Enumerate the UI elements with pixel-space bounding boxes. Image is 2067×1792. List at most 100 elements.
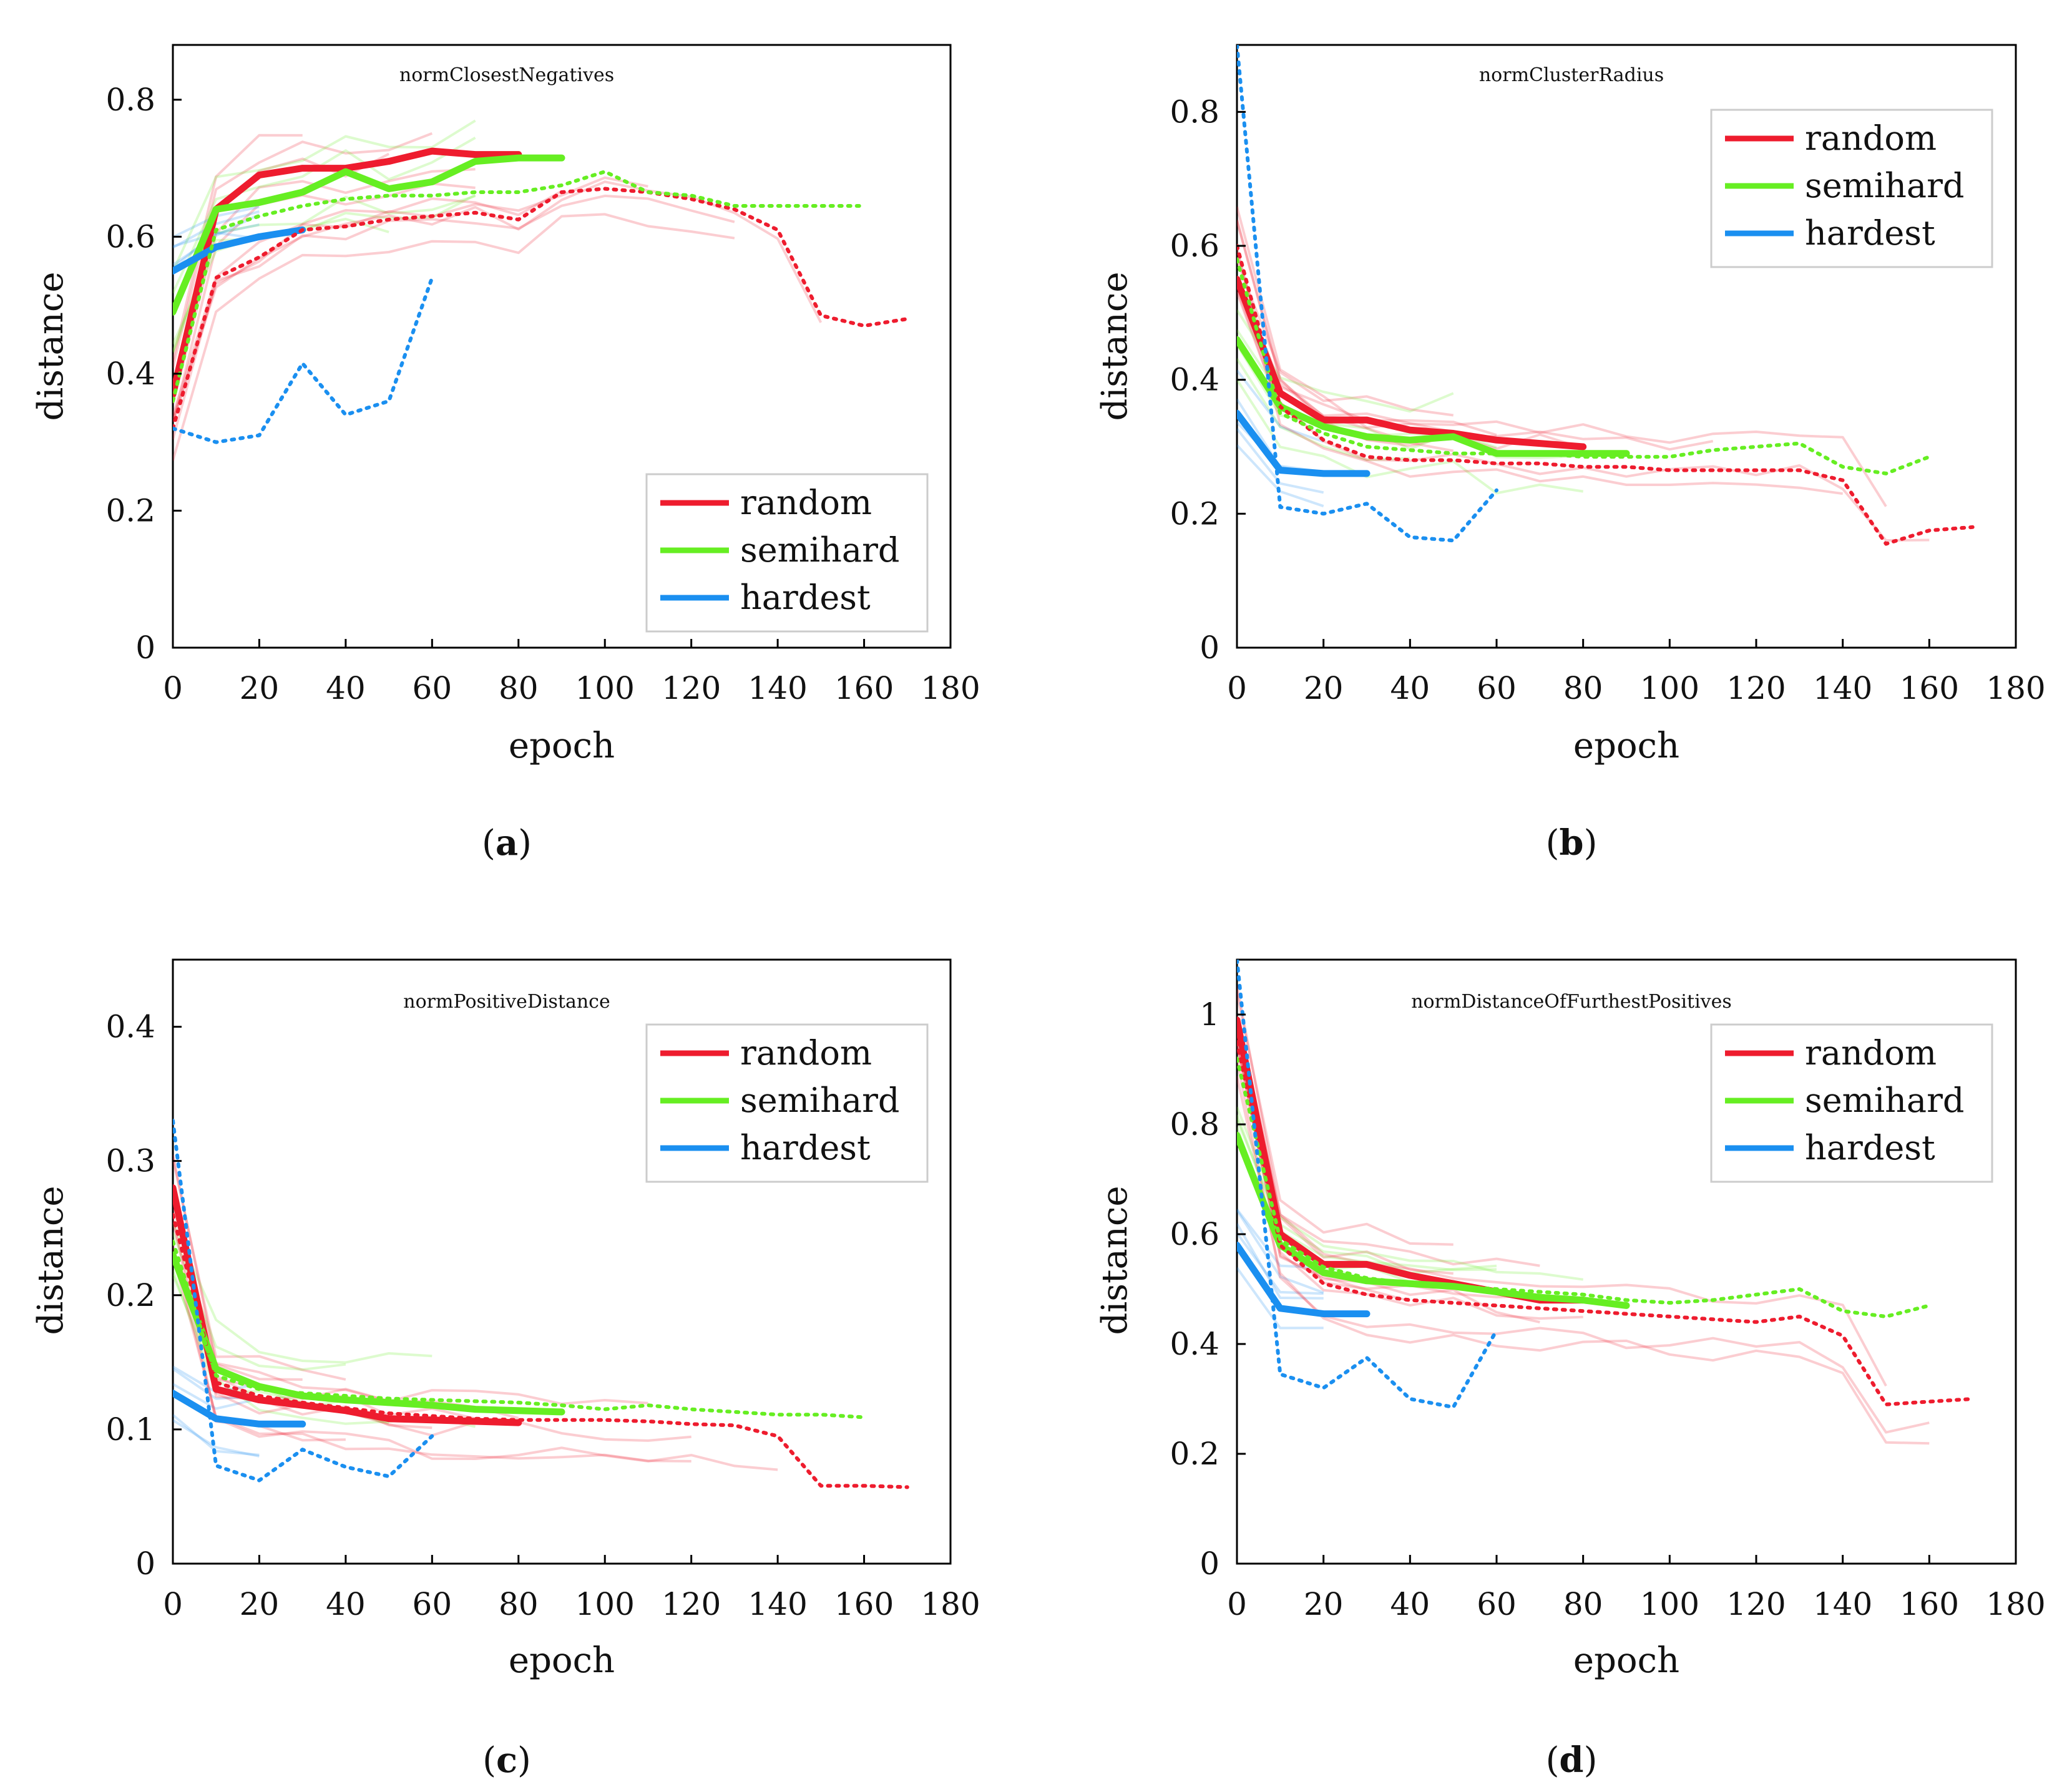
plot-frame bbox=[172, 44, 952, 649]
background-run-line bbox=[173, 180, 823, 422]
background-run-line bbox=[173, 213, 260, 266]
y-tick-label: 0.6 bbox=[1170, 228, 1219, 264]
series-line-semihard-dotted bbox=[1237, 1056, 1932, 1318]
x-tick-label: 100 bbox=[1640, 1586, 1699, 1622]
x-tick-label: 120 bbox=[662, 1586, 721, 1622]
background-run-line bbox=[1237, 1106, 1583, 1281]
chart-title: normClusterRadius bbox=[1479, 64, 1664, 86]
background-run-line bbox=[1237, 985, 1540, 1267]
series-line-semihard-solid bbox=[1237, 1132, 1630, 1309]
legend-label-random: random bbox=[1805, 119, 1937, 158]
series-line-semihard-solid bbox=[173, 1251, 565, 1416]
legend-label-random: random bbox=[740, 483, 872, 522]
chart-title: normDistanceOfFurthestPositives bbox=[1411, 991, 1732, 1013]
series-line-semihard-dotted bbox=[1237, 257, 1932, 475]
background-run-line bbox=[173, 1244, 778, 1471]
legend-label-hardest: hardest bbox=[740, 578, 871, 617]
background-run-line bbox=[1237, 1046, 1583, 1320]
panel-label-open: ( bbox=[1546, 1740, 1560, 1781]
legend-label-semihard: semihard bbox=[1805, 1081, 1965, 1120]
y-tick-label: 0.2 bbox=[1170, 495, 1219, 532]
series-line-hardest-dotted bbox=[1237, 45, 1498, 543]
background-run-line bbox=[1237, 247, 1843, 495]
x-axis-title: epoch bbox=[509, 1640, 615, 1681]
plot-frame bbox=[1236, 44, 2017, 649]
series-line-random-dotted bbox=[1237, 1040, 1975, 1406]
y-tick-label: 0.8 bbox=[1170, 1106, 1219, 1142]
axis-ticks: 0 20 40 60 80 100 120 140 160 180 0 0.2 0.4 0.6 0.8 bbox=[105, 82, 980, 706]
series-line-hardest-dotted bbox=[173, 1119, 434, 1483]
background-run-line bbox=[1237, 1036, 1540, 1323]
legend-label-random: random bbox=[1805, 1033, 1937, 1073]
background-run-line bbox=[1237, 379, 1584, 495]
series-lines bbox=[173, 147, 909, 444]
x-tick-label: 0 bbox=[163, 1586, 183, 1622]
y-tick-label: 0 bbox=[1200, 1546, 1219, 1582]
legend-label-hardest: hardest bbox=[740, 1128, 871, 1167]
y-tick-label: 0.4 bbox=[1170, 1326, 1219, 1362]
x-axis-title: epoch bbox=[1573, 1640, 1679, 1681]
x-tick-label: 40 bbox=[1390, 670, 1430, 706]
background-run-line bbox=[1237, 369, 1324, 443]
x-tick-label: 120 bbox=[662, 670, 721, 706]
x-tick-label: 120 bbox=[1726, 670, 1786, 706]
x-tick-label: 80 bbox=[1563, 1586, 1603, 1622]
y-axis-title: distance bbox=[1095, 1186, 1135, 1335]
panel-label-open: ( bbox=[1546, 823, 1560, 864]
x-tick-label: 120 bbox=[1726, 1586, 1786, 1622]
x-tick-label: 100 bbox=[575, 670, 635, 706]
legend-label-semihard: semihard bbox=[740, 530, 900, 570]
series-line-random-solid bbox=[1237, 276, 1587, 450]
y-tick-label: 0.4 bbox=[1170, 362, 1219, 398]
y-axis-title: distance bbox=[31, 272, 71, 421]
series-line-hardest-solid bbox=[173, 226, 306, 275]
series-line-hardest-dotted bbox=[1237, 960, 1498, 1410]
background-run-line bbox=[173, 1383, 260, 1410]
background-run-line bbox=[1237, 427, 1324, 494]
background-run-line bbox=[173, 1154, 303, 1381]
plot-frame bbox=[1236, 958, 2017, 1565]
y-tick-label: 0.4 bbox=[105, 1009, 155, 1045]
x-tick-label: 180 bbox=[1986, 1586, 2045, 1622]
y-tick-label: 0.2 bbox=[105, 1277, 155, 1313]
series-line-semihard-dotted bbox=[173, 1239, 866, 1419]
legend-label-semihard: semihard bbox=[740, 1081, 900, 1120]
series-line-random-solid bbox=[173, 1184, 522, 1426]
x-tick-label: 20 bbox=[1304, 670, 1344, 706]
legend: random semihard hardest bbox=[645, 1023, 929, 1183]
panel-label-open: ( bbox=[482, 823, 496, 864]
background-run-line bbox=[1237, 1059, 1930, 1434]
x-tick-label: 0 bbox=[1227, 1586, 1247, 1622]
background-run-line bbox=[173, 176, 648, 423]
y-tick-label: 0 bbox=[135, 1546, 155, 1582]
chart-title: normClosestNegatives bbox=[399, 64, 614, 86]
x-tick-label: 40 bbox=[326, 670, 366, 706]
background-run-line bbox=[173, 213, 735, 461]
x-tick-label: 160 bbox=[834, 1586, 894, 1622]
y-tick-label: 0.3 bbox=[105, 1143, 155, 1179]
series-lines bbox=[173, 1119, 909, 1489]
series-line-hardest-dotted bbox=[173, 276, 434, 444]
background-run-line bbox=[173, 119, 476, 273]
y-tick-label: 0.4 bbox=[105, 356, 155, 392]
background-run-line bbox=[1237, 1209, 1324, 1294]
x-tick-label: 60 bbox=[1477, 670, 1517, 706]
x-tick-label: 160 bbox=[1900, 1586, 1959, 1622]
legend: random semihard hardest bbox=[1710, 1023, 1993, 1183]
legend-label-semihard: semihard bbox=[1805, 166, 1965, 205]
panel-b: 0 20 40 60 80 100 120 140 160 180 0 0.2 0.4 0.6 0.8 no… bbox=[1095, 44, 2046, 864]
x-tick-label: 160 bbox=[1900, 670, 1959, 706]
x-axis-title: epoch bbox=[1573, 726, 1679, 766]
series-line-random-dotted bbox=[1237, 244, 1975, 546]
background-run-line bbox=[173, 1158, 346, 1381]
y-tick-label: 0.8 bbox=[105, 82, 155, 118]
background-run-line bbox=[173, 1419, 260, 1458]
y-tick-label: 0 bbox=[135, 630, 155, 666]
background-run-line bbox=[1237, 1267, 1324, 1330]
background-run-line bbox=[173, 1254, 691, 1463]
panel-label-letter: a bbox=[496, 822, 518, 864]
background-run-line bbox=[1237, 1223, 1324, 1300]
legend: random semihard hardest bbox=[645, 473, 929, 633]
panel-c: 0 20 40 60 80 100 120 140 160 180 0 0.1 0.2 0.3 0.4 no… bbox=[31, 958, 980, 1781]
y-tick-label: 0.2 bbox=[1170, 1436, 1219, 1472]
